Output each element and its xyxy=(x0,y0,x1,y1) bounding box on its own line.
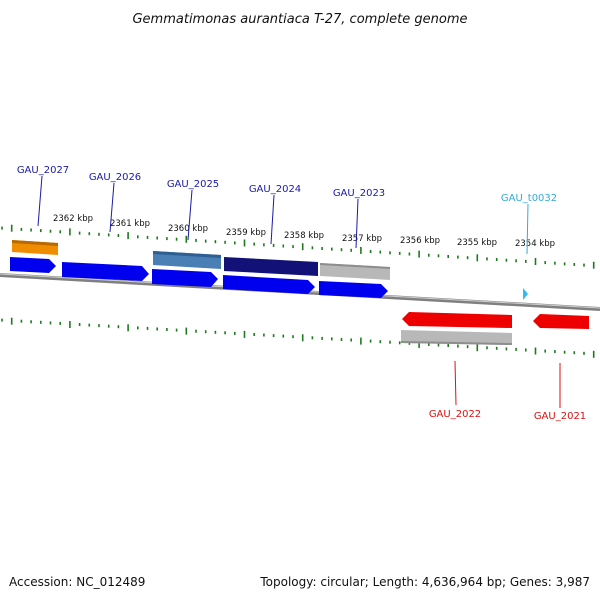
gene-label-gau-2022[interactable]: GAU_2022 xyxy=(429,409,481,420)
outer-tick-ring xyxy=(1,224,595,269)
gene-label-gau-2026[interactable]: GAU_2026 xyxy=(89,172,141,183)
tick-label: 2357 kbp xyxy=(342,234,382,244)
cds-arrow-gau-2027[interactable] xyxy=(10,257,56,273)
cds-arrow-gau-2024[interactable] xyxy=(223,275,315,294)
leader-gau-2022 xyxy=(454,360,457,406)
leader-gau-t0032 xyxy=(526,203,529,255)
upper-feature-track xyxy=(12,240,390,280)
genome-title: Gemmatimonas aurantiaca T-27, complete g… xyxy=(132,12,467,27)
gene-label-gau-2024[interactable]: GAU_2024 xyxy=(249,184,301,195)
tick-label: 2360 kbp xyxy=(168,224,208,234)
cds-arrow-gau-2023[interactable] xyxy=(319,281,388,298)
leader-gau-2024 xyxy=(270,194,275,245)
tick-labels: 2362 kbp 2361 kbp 2360 kbp 2359 kbp 2358 kbp… xyxy=(53,214,555,249)
label-leaders xyxy=(37,175,561,408)
inner-tick-ring xyxy=(1,317,595,358)
tick-label: 2362 kbp xyxy=(53,214,93,224)
leader-gau-2026 xyxy=(109,182,115,233)
gene-label-gau-2027[interactable]: GAU_2027 xyxy=(17,165,69,176)
feature-gray-lower-highlight xyxy=(401,341,512,345)
tick-label: 2356 kbp xyxy=(400,236,440,246)
tick-label: 2359 kbp xyxy=(226,228,266,238)
leader-gau-2027 xyxy=(37,175,43,227)
cds-arrow-gau-2022[interactable] xyxy=(402,312,512,328)
gene-labels: GAU_2027 GAU_2026 GAU_2025 GAU_2024 GAU_… xyxy=(17,165,586,422)
cds-arrow-gau-2026[interactable] xyxy=(62,262,149,281)
gene-label-gau-2025[interactable]: GAU_2025 xyxy=(167,179,219,190)
feature-gray-upper-highlight xyxy=(320,263,390,269)
cds-arrow-gau-2025[interactable] xyxy=(152,269,218,287)
leader-gau-2025 xyxy=(187,189,193,241)
feature-steelblue-highlight xyxy=(153,251,221,258)
gene-label-gau-2021[interactable]: GAU_2021 xyxy=(534,411,586,422)
tick-label: 2355 kbp xyxy=(457,238,497,248)
tick-label: 2354 kbp xyxy=(515,239,555,249)
reverse-cds-track xyxy=(401,312,589,345)
forward-cds-track xyxy=(10,257,528,300)
genome-summary-text: Topology: circular; Length: 4,636,964 bp… xyxy=(259,575,590,589)
feature-navy[interactable] xyxy=(224,257,318,276)
tick-label: 2358 kbp xyxy=(284,231,324,241)
accession-text: Accession: NC_012489 xyxy=(9,575,145,589)
tick-label: 2361 kbp xyxy=(110,219,150,229)
gene-label-gau-t0032[interactable]: GAU_t0032 xyxy=(501,193,557,204)
feature-orange-highlight xyxy=(12,240,58,246)
feature-gray-lower[interactable] xyxy=(401,330,512,345)
trna-arrow-gau-t0032[interactable] xyxy=(523,288,528,300)
leader-gau-2023 xyxy=(355,198,359,249)
cds-arrow-gau-2021[interactable] xyxy=(533,314,589,329)
gene-label-gau-2023[interactable]: GAU_2023 xyxy=(333,188,385,199)
